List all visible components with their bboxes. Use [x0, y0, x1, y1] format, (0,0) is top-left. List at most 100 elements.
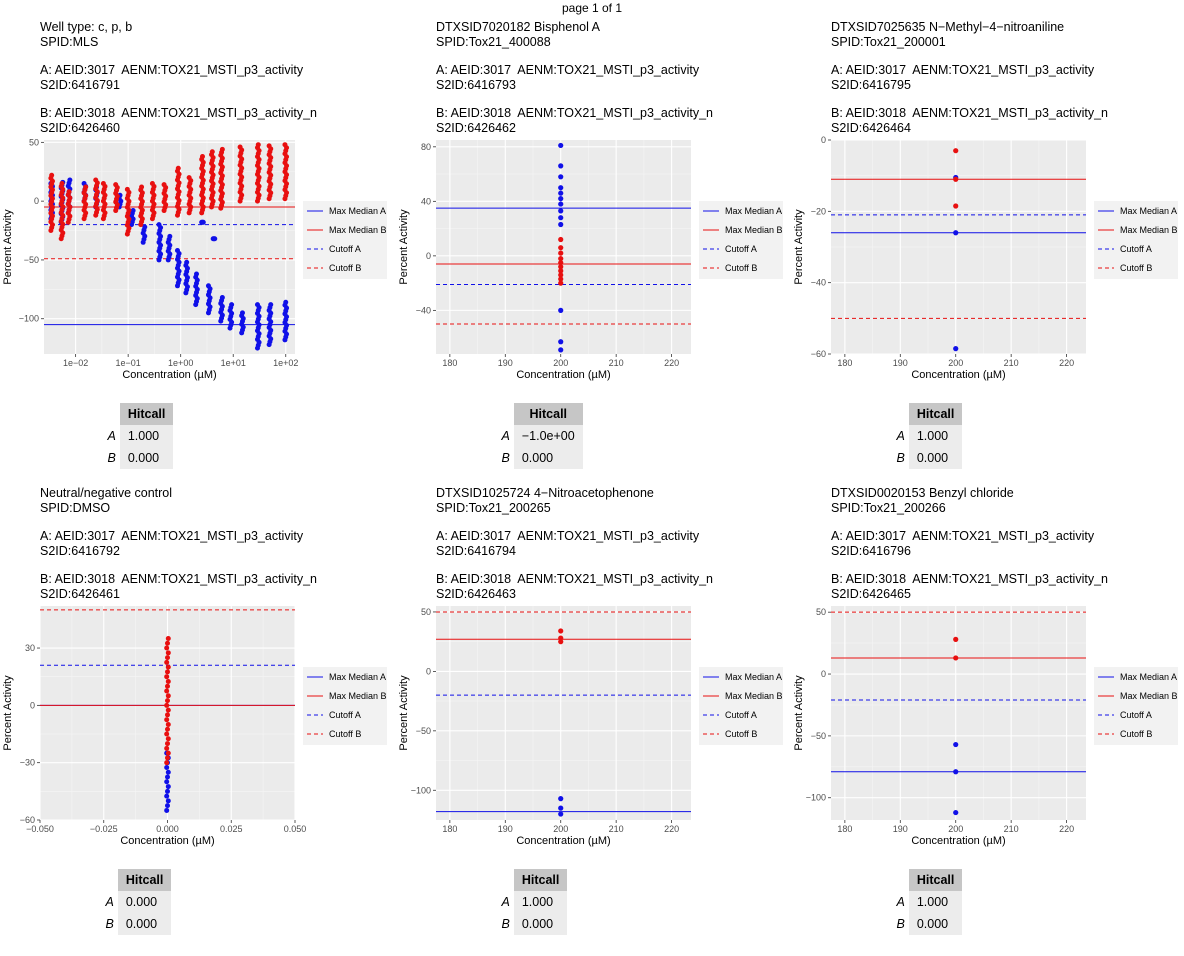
- hitcall-table: Hitcall A 1.000 B 0.000: [99, 403, 174, 469]
- y-axis-title: Percent Activity: [2, 209, 14, 285]
- x-tick-label: 210: [609, 824, 624, 834]
- hitcall-row-a: A 1.000: [888, 891, 963, 913]
- point-b: [164, 717, 170, 723]
- point-b: [558, 280, 564, 286]
- y-tick-label: −40: [811, 278, 826, 288]
- point-a: [953, 769, 959, 775]
- legend-label: Max Median A: [1120, 672, 1177, 682]
- hitcall-header: Hitcall: [513, 403, 583, 425]
- assay-b-s2id: S2ID:6426465: [831, 587, 911, 601]
- legend-label: Cutoff A: [1120, 710, 1152, 720]
- point-b: [558, 236, 564, 243]
- point-b: [164, 688, 170, 694]
- assay-a-s2id: S2ID:6416791: [40, 78, 120, 92]
- hitcall-row-b: B 0.000: [493, 447, 583, 469]
- point-b: [164, 659, 170, 665]
- minor-gridlines: [831, 606, 1086, 820]
- y-tick-label: 0: [821, 135, 826, 145]
- point-a: [142, 224, 148, 230]
- y-tick-label: −40: [416, 305, 431, 315]
- assay-a-line: A: AEID:3017 AENM:TOX21_MSTI_p3_activity: [436, 529, 700, 543]
- x-tick-label: 200: [948, 358, 963, 368]
- assay-b-s2id: S2ID:6426464: [831, 121, 911, 135]
- point-a: [194, 271, 200, 277]
- hitcall-row-b: B 0.000: [97, 913, 172, 935]
- hitcall-header-row: Hitcall: [494, 403, 583, 425]
- point-a: [558, 339, 564, 345]
- y-axis-title: Percent Activity: [2, 675, 14, 751]
- point-a: [219, 295, 225, 301]
- hitcall-header-row: Hitcall: [889, 403, 963, 425]
- point-a: [953, 809, 959, 816]
- hitcall-row-a: A 0.000: [97, 891, 172, 913]
- spid-label: SPID:MLS: [40, 35, 99, 49]
- legend-label: Max Median B: [1120, 691, 1178, 701]
- hitcall-label-b: B: [97, 913, 118, 935]
- point-a: [184, 259, 190, 265]
- hitcall-row-a: A 1.000: [493, 891, 568, 913]
- point-a: [558, 811, 564, 817]
- hitcall-header: Hitcall: [117, 869, 172, 891]
- x-tick-label: 190: [498, 824, 513, 834]
- assay-b-s2id: S2ID:6426460: [40, 121, 120, 135]
- y-axis-title: Percent Activity: [793, 675, 805, 751]
- assay-b-line: B: AEID:3018 AENM:TOX21_MSTI_p3_activity…: [40, 106, 317, 120]
- point-b: [165, 678, 171, 684]
- point-a: [283, 299, 289, 305]
- panel-header: DTXSID1025724 4−Nitroacetophenone SPID:To…: [436, 486, 713, 615]
- y-tick-label: 0: [821, 669, 826, 679]
- point-b: [165, 669, 170, 675]
- x-tick-label: 200: [948, 824, 963, 834]
- legend-label: Max Median B: [329, 691, 387, 701]
- x-tick-label: 210: [1004, 358, 1019, 368]
- plot-background: [831, 606, 1086, 820]
- x-axis-title: Concentration (µM): [120, 835, 214, 847]
- point-a: [558, 196, 564, 202]
- x-tick-label: 1e−01: [116, 358, 141, 368]
- point-a: [167, 233, 173, 239]
- y-tick-label: 0: [34, 196, 39, 206]
- legend-background: [1094, 667, 1178, 745]
- point-b: [953, 148, 959, 154]
- point-b: [558, 628, 564, 634]
- point-b: [165, 721, 171, 727]
- chemical-title: DTXSID7020182 Bisphenol A: [436, 20, 600, 34]
- point-a: [558, 796, 564, 802]
- plot-background: [436, 140, 691, 354]
- point-b: [83, 184, 89, 190]
- point-b: [124, 186, 130, 192]
- x-tick-label: 190: [893, 824, 908, 834]
- x-tick-label: 1e+01: [221, 358, 246, 368]
- point-b: [100, 181, 106, 187]
- y-tick-label: 0: [426, 251, 431, 261]
- panel-header: DTXSID7025635 N−Methyl−4−nitroaniline SPI…: [831, 20, 1108, 149]
- y-tick-label: 30: [25, 643, 35, 653]
- point-b: [139, 184, 145, 190]
- title-block: DTXSID7020182 Bisphenol A SPID:Tox21_4000…: [436, 20, 713, 50]
- minor-gridlines: [436, 140, 691, 354]
- legend-label: Cutoff B: [1120, 263, 1152, 273]
- point-a: [953, 741, 959, 748]
- point-b: [49, 172, 55, 178]
- point-b: [164, 731, 170, 737]
- x-tick-label: 190: [498, 358, 513, 368]
- hitcall-row-b: B 0.000: [888, 913, 963, 935]
- point-b: [164, 745, 170, 751]
- point-b: [165, 640, 170, 646]
- point-b: [165, 635, 171, 641]
- point-b: [255, 142, 261, 148]
- legend-label: Max Median B: [725, 225, 783, 235]
- hitcall-table: Hitcall A 0.000 B 0.000: [97, 869, 172, 935]
- y-tick-label: −60: [20, 815, 35, 825]
- y-tick-label: 0: [30, 700, 35, 710]
- assay-b-block: B: AEID:3018 AENM:TOX21_MSTI_p3_activity…: [40, 106, 317, 136]
- legend-label: Max Median B: [725, 691, 783, 701]
- x-tick-label: 200: [553, 358, 568, 368]
- hitcall-header-row: Hitcall: [98, 869, 172, 891]
- assay-b-line: B: AEID:3018 AENM:TOX21_MSTI_p3_activity…: [831, 572, 1108, 586]
- title-block: Neutral/negative control SPID:DMSO: [40, 486, 317, 516]
- point-a: [67, 177, 73, 183]
- panel-header: Well type: c, p, b SPID:MLS A: AEID:3017 A…: [40, 20, 317, 149]
- hitcall-table: Hitcall A 1.000 B 0.000: [493, 869, 568, 935]
- point-b: [558, 635, 564, 641]
